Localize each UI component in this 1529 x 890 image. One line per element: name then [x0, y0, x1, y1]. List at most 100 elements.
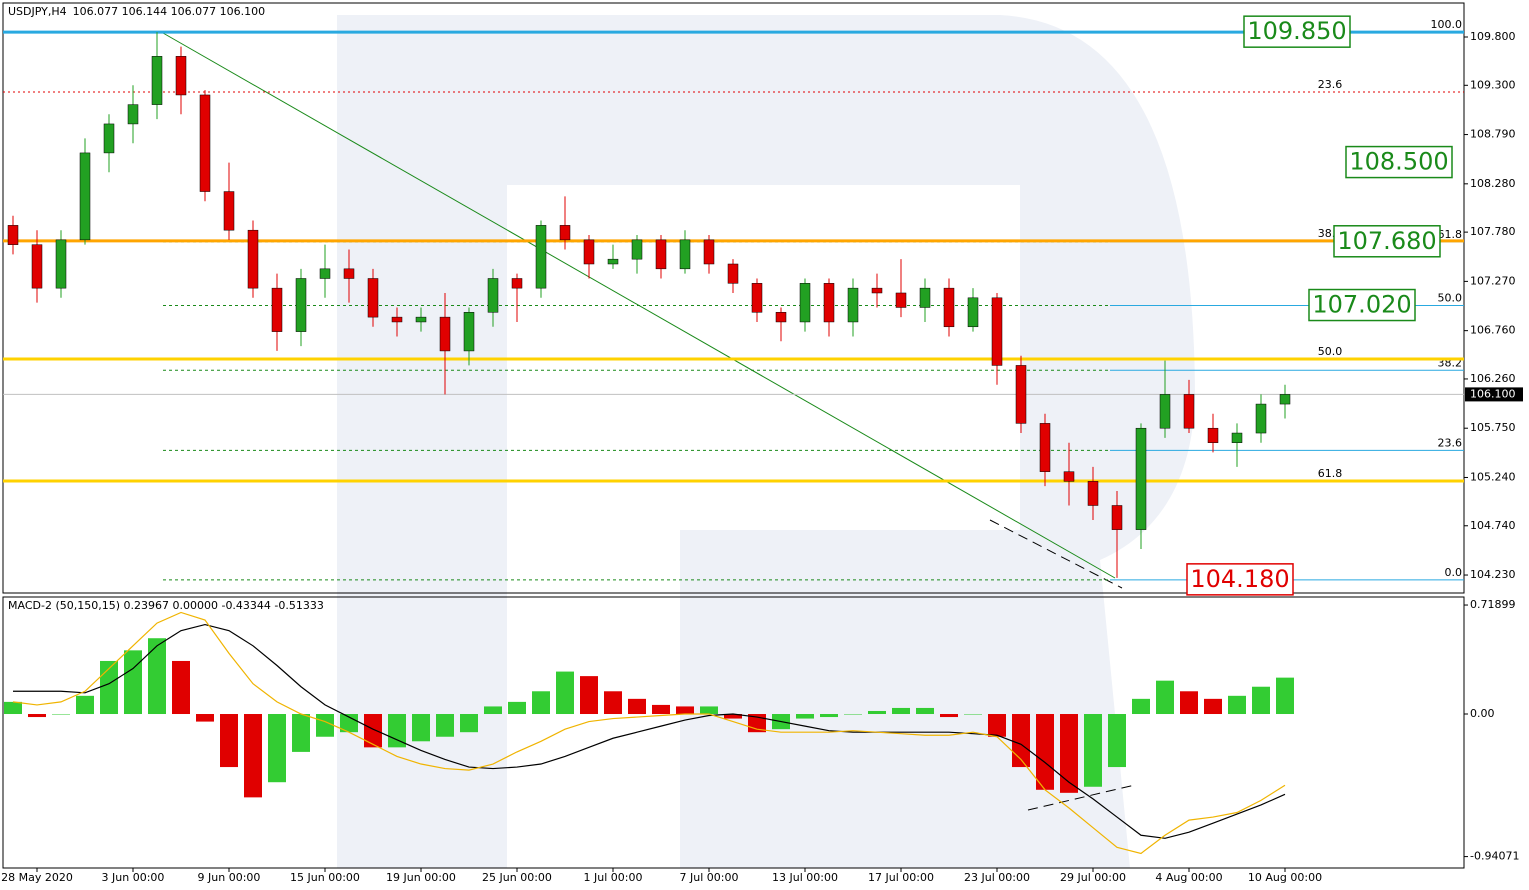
y-tick-label: -0.94071 — [1470, 850, 1519, 863]
histogram-bar — [100, 660, 118, 715]
candle-body — [943, 287, 955, 328]
histogram-bar — [796, 714, 814, 719]
histogram-bar — [1036, 714, 1054, 790]
candle-body — [1063, 471, 1075, 482]
macd-frame — [2, 596, 1465, 869]
histogram-bar — [124, 650, 142, 715]
histogram-bar — [532, 691, 550, 715]
histogram-bar — [76, 695, 94, 715]
histogram-bar — [196, 714, 214, 722]
histogram-bar — [604, 691, 622, 715]
watermark — [337, 15, 1195, 868]
candle-body — [463, 312, 475, 352]
x-tick-label: 17 Jul 00:00 — [868, 871, 934, 884]
y-tick-label: 106.260 — [1470, 372, 1516, 385]
x-tick-label: 10 Aug 00:00 — [1248, 871, 1322, 884]
histogram-bar — [1180, 691, 1198, 715]
candle-body — [79, 152, 91, 241]
fib-label: 23.6 — [1318, 78, 1343, 91]
histogram-bar — [1156, 680, 1174, 715]
histogram-bar — [412, 714, 430, 742]
price-frame — [2, 2, 1465, 594]
histogram-bar — [484, 706, 502, 715]
x-tick-label: 29 Jul 00:00 — [1060, 871, 1126, 884]
y-tick-label: 107.270 — [1470, 274, 1516, 287]
histogram-bar — [340, 714, 358, 733]
candle-body — [271, 287, 283, 332]
candle-body — [391, 316, 403, 323]
histogram-bar — [964, 714, 982, 715]
y-tick-label: 109.800 — [1470, 30, 1516, 43]
y-tick-label: 105.750 — [1470, 421, 1516, 434]
macd-line — [12, 611, 1286, 855]
symbol: USDJPY,H4 106.077 106.144 106.077 106.100 — [8, 5, 265, 18]
price-box — [1345, 145, 1453, 179]
candle-body — [7, 225, 19, 245]
price-box — [1243, 15, 1351, 48]
histogram-bar — [364, 714, 382, 748]
candle-body — [1111, 505, 1123, 530]
histogram-bar — [556, 671, 574, 715]
candle-body — [295, 278, 307, 332]
candle-body — [319, 268, 331, 279]
histogram-bar — [268, 714, 286, 783]
candle-body — [127, 104, 139, 125]
candle-body — [991, 297, 1003, 366]
macd-title: MACD-2 (50,150,15) 0.23967 0.00000 -0.43… — [8, 599, 324, 612]
candle-body — [1207, 427, 1219, 443]
histogram-bar — [388, 714, 406, 748]
macd-line — [13, 623, 1286, 839]
histogram-bar — [1012, 714, 1030, 768]
y-tick-label: 107.780 — [1470, 225, 1516, 238]
histogram-bar — [316, 714, 334, 737]
histogram-bar — [1228, 695, 1246, 715]
candle-body — [223, 191, 235, 231]
histogram-bar — [508, 701, 526, 715]
y-tick-label: 0.71899 — [1470, 598, 1516, 611]
candle-body — [799, 283, 811, 323]
last-price-label: 106.100 — [1470, 387, 1516, 400]
histogram-bar — [460, 714, 478, 733]
histogram-bar — [1252, 686, 1270, 715]
histogram-bar — [580, 676, 598, 715]
y-tick-label: 0.00 — [1470, 707, 1495, 720]
histogram-bar — [1204, 698, 1222, 715]
candle-body — [439, 316, 451, 352]
fib-label: 50.0 — [1318, 345, 1343, 358]
histogram-bar — [436, 714, 454, 737]
y-tick-label: 108.790 — [1470, 128, 1516, 141]
fib-label: 100.0 — [1431, 18, 1463, 31]
histogram-bar — [1060, 714, 1078, 793]
histogram-bar — [1132, 698, 1150, 715]
histogram-bar — [148, 638, 166, 715]
histogram-bar — [28, 714, 46, 718]
candle-body — [823, 283, 835, 323]
price-box — [1333, 225, 1441, 258]
x-tick-label: 3 Jun 00:00 — [102, 871, 165, 884]
candle-body — [487, 278, 499, 313]
candle-body — [55, 239, 67, 289]
y-tick-label: 106.760 — [1470, 324, 1516, 337]
x-tick-label: 15 Jun 00:00 — [290, 871, 360, 884]
y-tick-label: 109.300 — [1470, 78, 1516, 91]
x-tick-label: 1 Jul 00:00 — [584, 871, 643, 884]
histogram-bar — [916, 707, 934, 715]
candle-body — [775, 312, 787, 323]
y-tick-label: 108.280 — [1470, 177, 1516, 190]
candle-body — [31, 244, 43, 289]
fib-label: 61.8 — [1318, 467, 1343, 480]
candle-body — [607, 258, 619, 265]
candle-body — [1039, 423, 1051, 472]
candle-body — [919, 287, 931, 308]
histogram-bar — [1108, 714, 1126, 768]
fib-label: 23.6 — [1438, 436, 1463, 449]
histogram-bar — [1276, 677, 1294, 715]
x-tick-label: 23 Jul 00:00 — [964, 871, 1030, 884]
price-box — [1308, 288, 1416, 322]
candle-body — [1183, 394, 1195, 429]
candle-body — [367, 278, 379, 318]
histogram-bar — [244, 714, 262, 798]
candle-body — [655, 239, 667, 270]
histogram-bar — [868, 710, 886, 715]
candle-body — [151, 56, 163, 105]
